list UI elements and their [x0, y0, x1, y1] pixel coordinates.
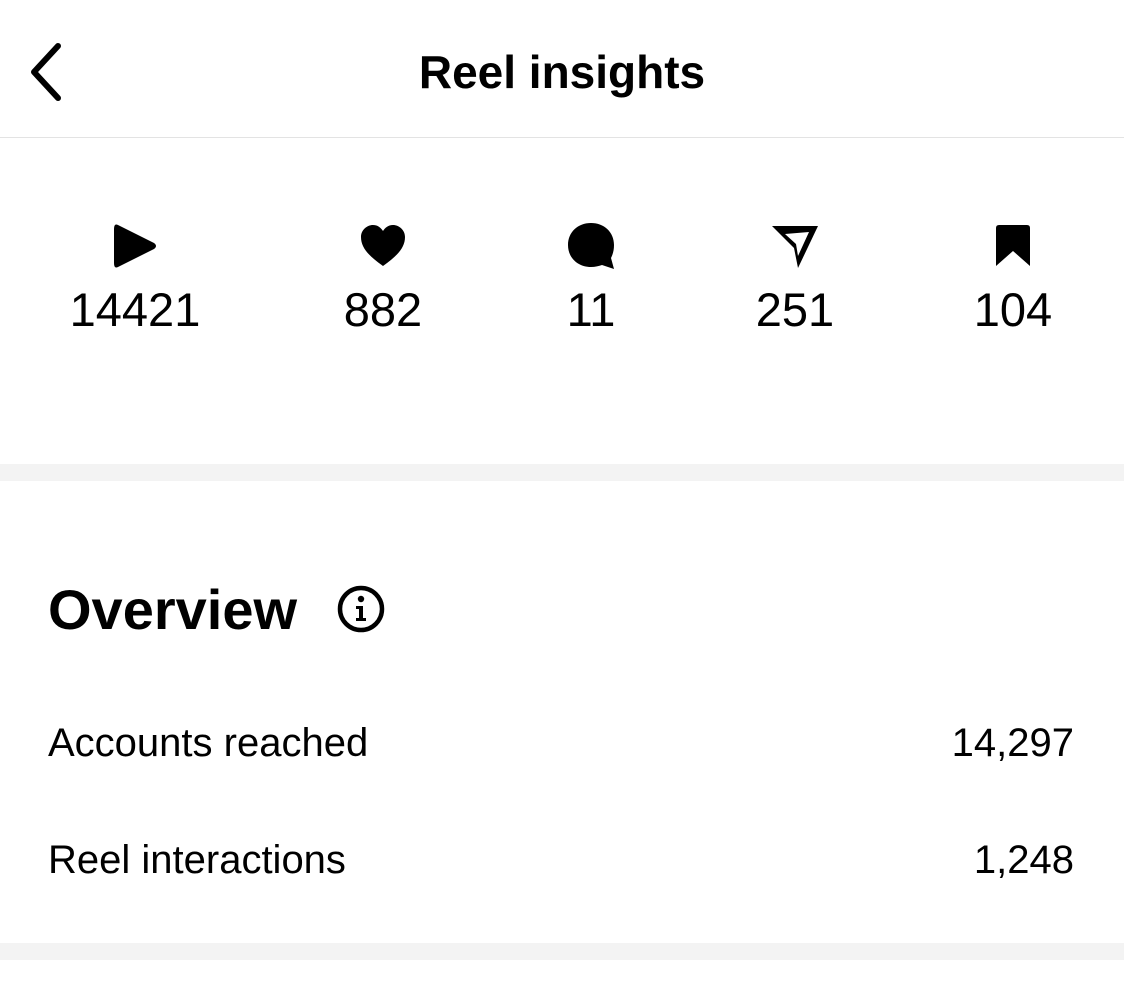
saves-count: 104: [973, 283, 1053, 336]
bookmark-icon: [996, 225, 1030, 266]
stat-likes: 882: [283, 218, 483, 340]
section-divider: [0, 943, 1124, 960]
stat-plays: 14421: [35, 218, 235, 340]
overview-title: Overview: [48, 578, 298, 641]
accounts-reached-label: Accounts reached: [48, 720, 369, 765]
page-title: Reel insights: [418, 46, 706, 98]
back-button[interactable]: [18, 36, 74, 108]
play-icon: [114, 224, 156, 268]
reel-interactions-row[interactable]: Reel interactions 1,248: [48, 830, 1074, 890]
accounts-reached-value: 14,297: [951, 720, 1074, 765]
accounts-reached-row[interactable]: Accounts reached 14,297: [48, 713, 1074, 773]
stat-saves: 104: [913, 218, 1113, 340]
stat-shares: 251: [695, 218, 895, 340]
section-divider: [0, 464, 1124, 481]
top-bar: Reel insights: [0, 0, 1124, 138]
chevron-left-icon: [31, 43, 61, 101]
reel-interactions-label: Reel interactions: [48, 837, 346, 882]
plays-count: 14421: [69, 283, 201, 336]
info-icon: [337, 585, 385, 633]
stat-comments: 11: [491, 218, 691, 340]
heart-icon: [361, 225, 405, 266]
stats-row: 14421 882 11 251 104: [0, 138, 1124, 464]
reel-interactions-value: 1,248: [973, 837, 1074, 882]
likes-count: 882: [343, 283, 423, 336]
shares-count: 251: [755, 283, 835, 336]
comments-count: 11: [566, 283, 616, 336]
share-icon: [772, 226, 818, 268]
info-button[interactable]: [336, 584, 386, 634]
overview-section: Overview Accounts reached 14,297 Reel in…: [0, 481, 1124, 943]
comment-icon: [568, 223, 614, 269]
